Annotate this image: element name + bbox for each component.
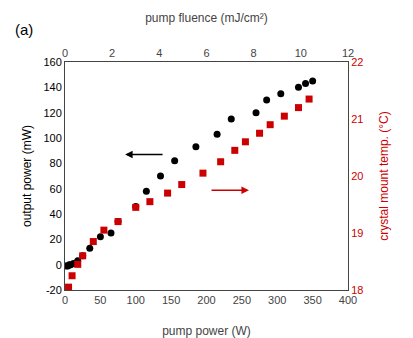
- svg-text:6: 6: [203, 47, 209, 59]
- svg-text:2: 2: [109, 47, 115, 59]
- svg-text:0: 0: [56, 259, 62, 271]
- svg-text:10: 10: [295, 47, 307, 59]
- svg-text:19: 19: [351, 227, 363, 239]
- svg-text:crystal mount temp. (°C): crystal mount temp. (°C): [377, 111, 391, 241]
- svg-text:21: 21: [351, 113, 363, 125]
- svg-text:350: 350: [303, 294, 321, 306]
- svg-text:4: 4: [156, 47, 162, 59]
- svg-text:250: 250: [233, 294, 251, 306]
- svg-text:140: 140: [43, 81, 61, 93]
- svg-text:18: 18: [351, 284, 363, 296]
- svg-text:120: 120: [43, 107, 61, 119]
- svg-text:pump power (W): pump power (W): [162, 324, 251, 338]
- svg-text:160: 160: [43, 56, 61, 68]
- svg-text:0: 0: [62, 294, 68, 306]
- svg-text:100: 100: [127, 294, 145, 306]
- svg-text:100: 100: [43, 132, 61, 144]
- svg-text:8: 8: [251, 47, 257, 59]
- svg-text:80: 80: [50, 157, 62, 169]
- svg-text:300: 300: [268, 294, 286, 306]
- svg-text:40: 40: [50, 208, 62, 220]
- svg-text:150: 150: [162, 294, 180, 306]
- svg-text:20: 20: [351, 170, 363, 182]
- svg-text:22: 22: [351, 56, 363, 68]
- svg-text:pump fluence (mJ/cm²): pump fluence (mJ/cm²): [145, 11, 268, 25]
- svg-text:0: 0: [62, 47, 68, 59]
- svg-text:(a): (a): [15, 21, 33, 38]
- svg-text:400: 400: [339, 294, 357, 306]
- svg-text:50: 50: [94, 294, 106, 306]
- svg-text:200: 200: [197, 294, 215, 306]
- svg-text:12: 12: [342, 47, 354, 59]
- svg-text:output power (mW): output power (mW): [20, 125, 34, 227]
- svg-text:60: 60: [50, 183, 62, 195]
- svg-text:-20: -20: [46, 284, 62, 296]
- svg-text:20: 20: [50, 233, 62, 245]
